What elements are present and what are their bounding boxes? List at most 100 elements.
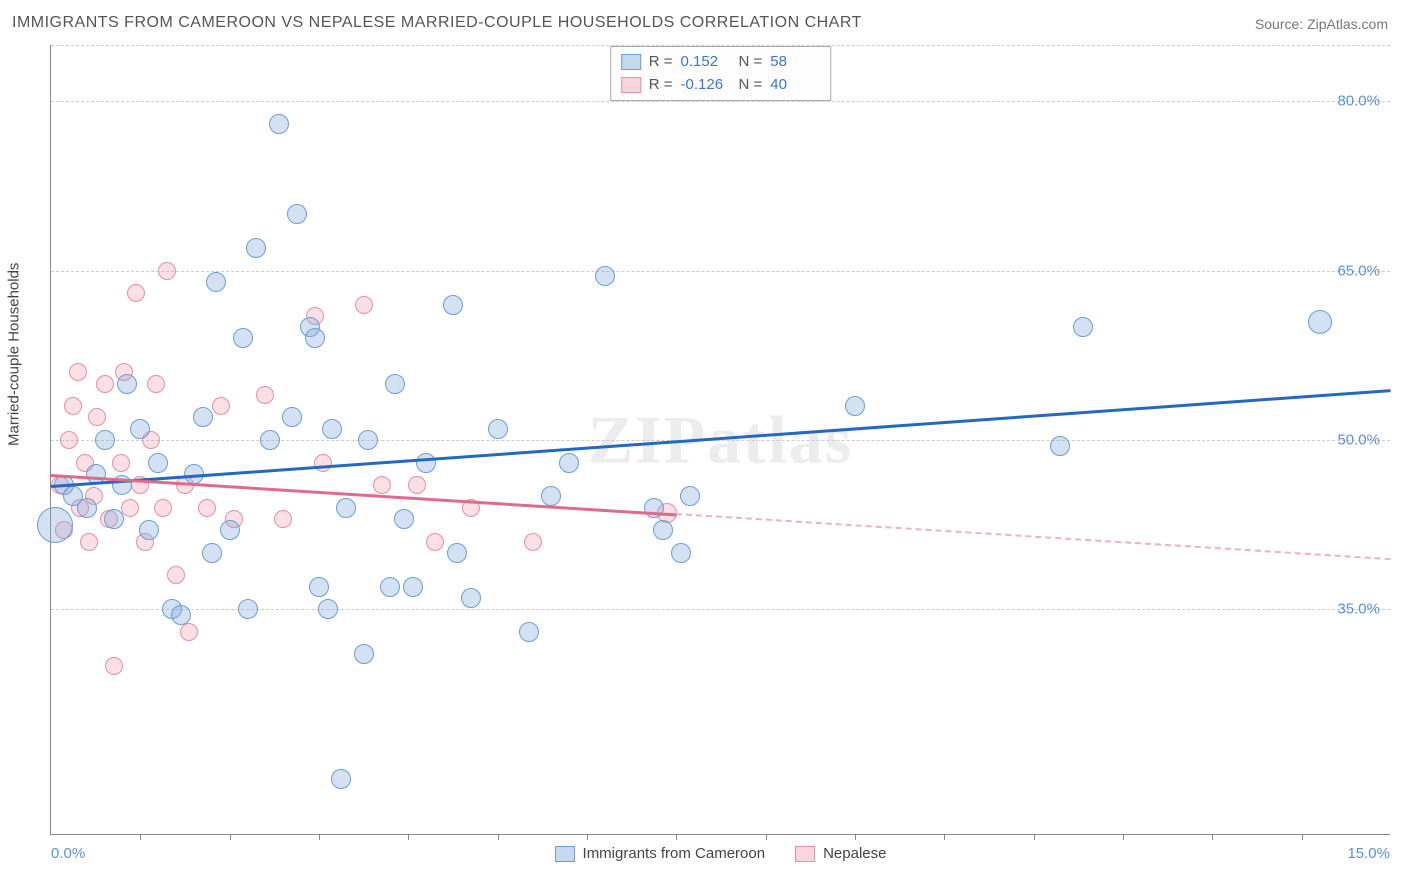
data-point — [238, 599, 258, 619]
data-point — [541, 486, 561, 506]
data-point — [246, 238, 266, 258]
stats-row-blue: R = 0.152 N = 58 — [621, 51, 821, 74]
x-tick — [676, 834, 677, 840]
x-tick — [140, 834, 141, 840]
x-tick — [1302, 834, 1303, 840]
data-point — [104, 509, 124, 529]
data-point — [1073, 317, 1093, 337]
x-tick — [587, 834, 588, 840]
data-point — [416, 453, 436, 473]
data-point — [461, 588, 481, 608]
x-tick — [498, 834, 499, 840]
data-point — [671, 543, 691, 563]
data-point — [336, 498, 356, 518]
data-point — [95, 430, 115, 450]
data-point — [385, 374, 405, 394]
x-tick — [1034, 834, 1035, 840]
data-point — [167, 566, 185, 584]
stat-n-label: N = — [739, 51, 763, 74]
trend-line — [51, 474, 677, 516]
legend-label-blue: Immigrants from Cameroon — [583, 845, 766, 862]
data-point — [117, 374, 137, 394]
data-point — [130, 419, 150, 439]
data-point — [408, 476, 426, 494]
swatch-pink-icon — [621, 77, 641, 93]
gridline — [51, 101, 1390, 102]
data-point — [309, 577, 329, 597]
swatch-blue-icon — [621, 54, 641, 70]
x-tick — [319, 834, 320, 840]
data-point — [198, 499, 216, 517]
x-tick — [766, 834, 767, 840]
data-point — [37, 507, 73, 543]
gridline — [51, 45, 1390, 46]
data-point — [282, 407, 302, 427]
data-point — [80, 533, 98, 551]
data-point — [322, 419, 342, 439]
data-point — [154, 499, 172, 517]
data-point — [256, 386, 274, 404]
data-point — [193, 407, 213, 427]
stat-r-blue: 0.152 — [681, 51, 731, 74]
stat-n-label: N = — [739, 74, 763, 97]
gridline — [51, 271, 1390, 272]
data-point — [77, 498, 97, 518]
data-point — [426, 533, 444, 551]
data-point — [680, 486, 700, 506]
y-axis-label: Married-couple Households — [6, 263, 23, 446]
data-point — [233, 328, 253, 348]
source-label: Source: ZipAtlas.com — [1255, 16, 1388, 32]
stat-r-pink: -0.126 — [681, 74, 731, 97]
stat-n-pink: 40 — [770, 74, 820, 97]
data-point — [105, 657, 123, 675]
data-point — [287, 204, 307, 224]
stat-r-label: R = — [649, 51, 673, 74]
data-point — [212, 397, 230, 415]
data-point — [112, 454, 130, 472]
gridline — [51, 440, 1390, 441]
x-tick — [230, 834, 231, 840]
y-tick-label: 65.0% — [1337, 262, 1380, 279]
legend-item-pink: Nepalese — [795, 845, 886, 862]
data-point — [260, 430, 280, 450]
data-point — [653, 520, 673, 540]
data-point — [269, 114, 289, 134]
trend-line — [676, 513, 1391, 560]
data-point — [202, 543, 222, 563]
swatch-pink-icon — [795, 846, 815, 862]
data-point — [318, 599, 338, 619]
chart-title: IMMIGRANTS FROM CAMEROON VS NEPALESE MAR… — [12, 14, 862, 32]
x-tick — [855, 834, 856, 840]
data-point — [88, 408, 106, 426]
x-tick — [944, 834, 945, 840]
trend-line — [51, 389, 1391, 488]
stat-r-label: R = — [649, 74, 673, 97]
data-point — [148, 453, 168, 473]
data-point — [559, 453, 579, 473]
x-tick-label: 0.0% — [51, 845, 85, 862]
data-point — [220, 520, 240, 540]
data-point — [274, 510, 292, 528]
data-point — [171, 605, 191, 625]
data-point — [447, 543, 467, 563]
data-point — [358, 430, 378, 450]
data-point — [147, 375, 165, 393]
data-point — [403, 577, 423, 597]
data-point — [60, 431, 78, 449]
data-point — [595, 266, 615, 286]
data-point — [519, 622, 539, 642]
data-point — [443, 295, 463, 315]
data-point — [373, 476, 391, 494]
legend-label-pink: Nepalese — [823, 845, 886, 862]
data-point — [69, 363, 87, 381]
data-point — [96, 375, 114, 393]
x-tick — [1123, 834, 1124, 840]
data-point — [354, 644, 374, 664]
x-tick — [408, 834, 409, 840]
data-point — [305, 328, 325, 348]
y-tick-label: 35.0% — [1337, 601, 1380, 618]
x-tick-label: 15.0% — [1347, 845, 1390, 862]
y-tick-label: 50.0% — [1337, 432, 1380, 449]
data-point — [1308, 310, 1332, 334]
data-point — [394, 509, 414, 529]
